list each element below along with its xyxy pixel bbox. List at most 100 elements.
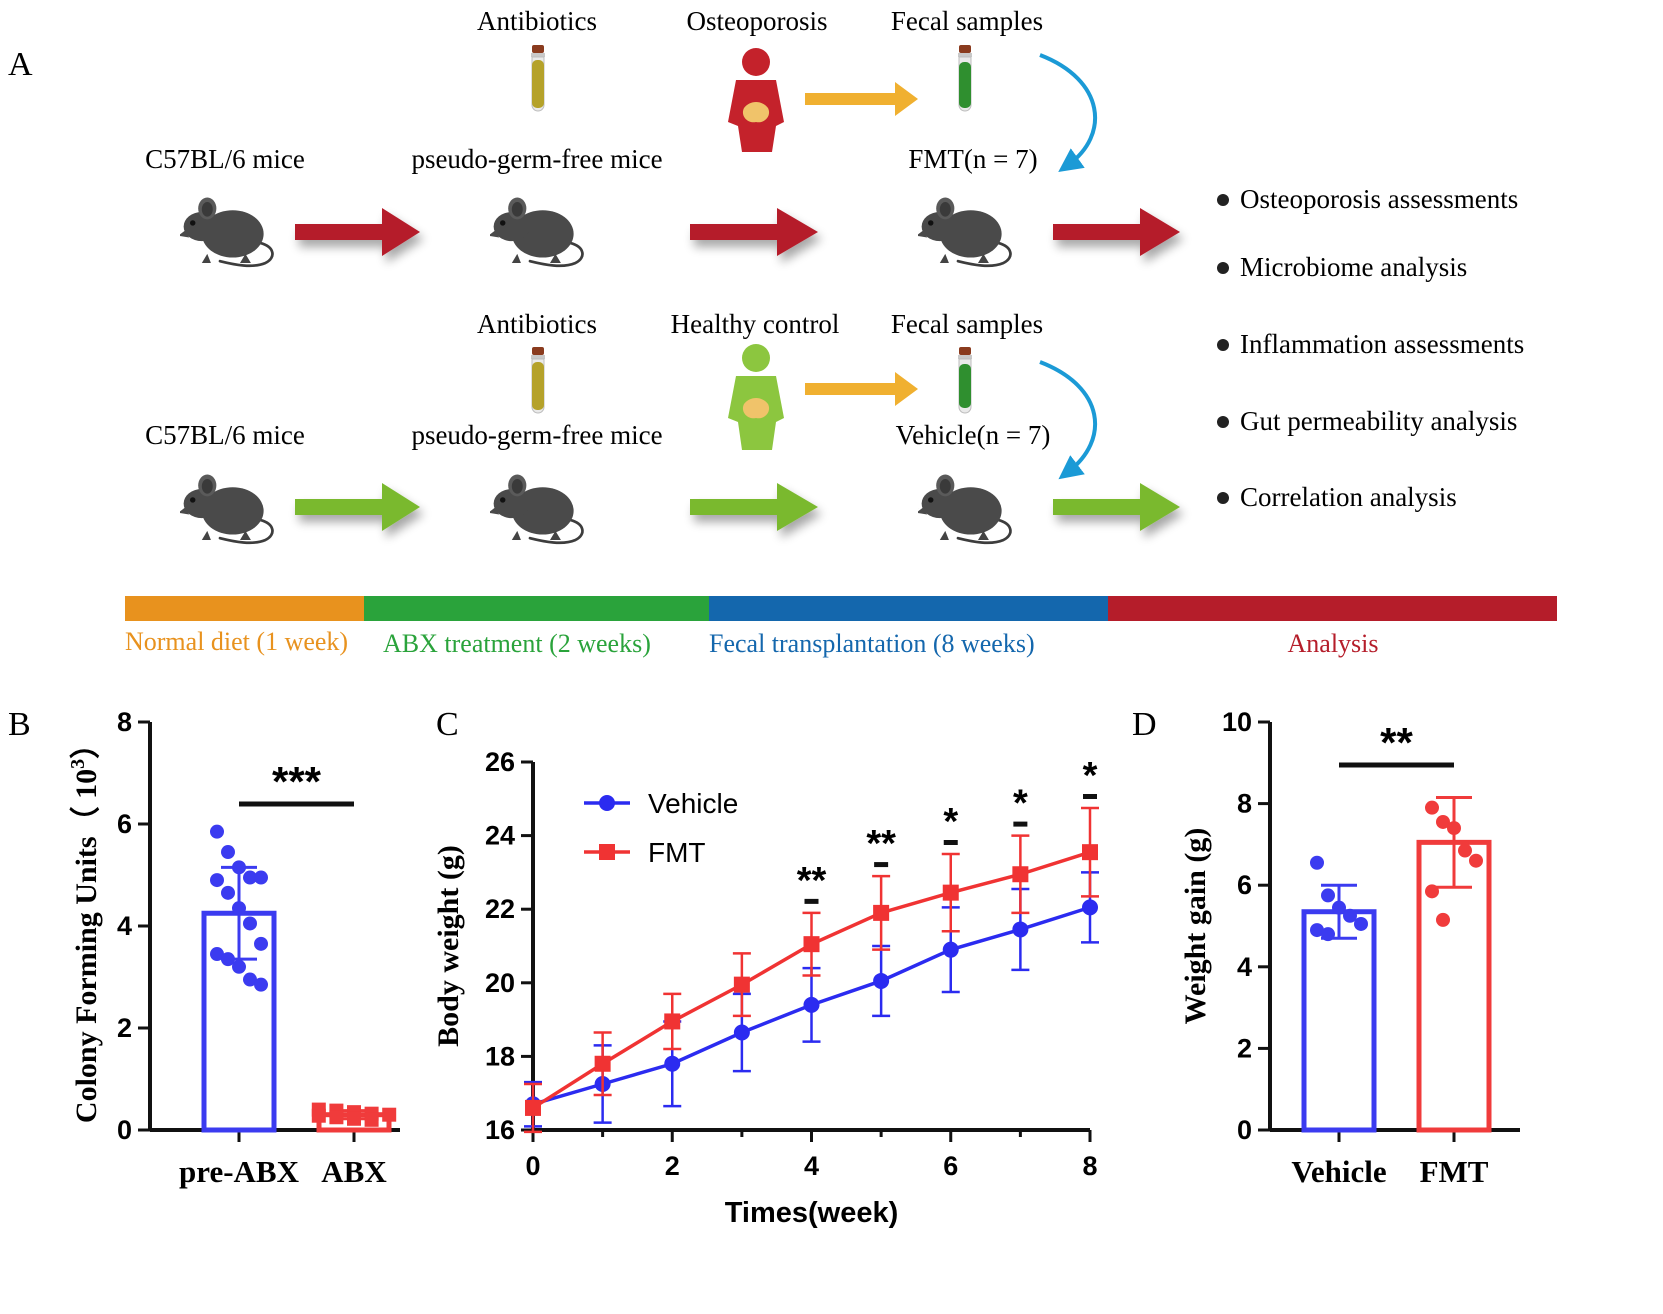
- y-tick-label: 2: [1237, 1033, 1252, 1063]
- bar: [1301, 909, 1377, 1133]
- bullet-icon: [1217, 262, 1229, 274]
- data-point: [873, 904, 890, 921]
- bullet-icon: [1217, 492, 1229, 504]
- top-antibiotics-label: Antibiotics: [477, 6, 597, 36]
- healthy-gut-icon: [742, 398, 770, 419]
- bottom-arrow-1: [295, 483, 420, 531]
- y-tick-label: 24: [485, 821, 515, 851]
- osteoporosis-body-icon: [728, 48, 784, 152]
- x-tick-label: Vehicle: [1291, 1154, 1386, 1189]
- data-point: [733, 976, 750, 993]
- data-point: [664, 1055, 681, 1072]
- timeline-label-abx: ABX treatment (2 weeks): [383, 629, 651, 658]
- significance-label: **: [866, 823, 896, 865]
- y-tick-label: 6: [117, 809, 132, 839]
- top-arrow-3: [1053, 208, 1180, 256]
- panel-d-chart: 0 2 4 6 8 10 Vehicle FMT ** Weight gain (g): [1179, 707, 1520, 1189]
- y-tick-label: 26: [485, 747, 515, 777]
- assessment-item: Correlation analysis: [1240, 482, 1457, 512]
- y-tick-label: 0: [1237, 1115, 1252, 1145]
- x-axis-title: Times(week): [725, 1197, 899, 1229]
- assessment-item: Gut permeability analysis: [1240, 406, 1517, 436]
- bullet-icon: [1217, 416, 1229, 428]
- legend-label: FMT: [648, 837, 706, 868]
- top-pgf-label: pseudo-germ-free mice: [411, 144, 662, 174]
- data-point: [1425, 884, 1439, 899]
- top-antibiotics-tube: [530, 44, 546, 112]
- fmt-group-label: FMT(n = 7): [908, 144, 1037, 174]
- bottom-antibiotics-label: Antibiotics: [477, 309, 597, 339]
- significance-dash: [943, 840, 958, 845]
- bullet-icon: [1217, 339, 1229, 351]
- data-point: [1436, 912, 1450, 927]
- healthy-body-head: [742, 344, 770, 372]
- top-fecal-samples-label: Fecal samples: [891, 6, 1043, 36]
- top-fecal-tube: [957, 44, 973, 112]
- y-axis-title-exponent: 3: [67, 759, 89, 769]
- bullet-icon: [1217, 194, 1229, 206]
- gut-icon: [742, 102, 770, 123]
- data-point: [221, 885, 235, 900]
- data-point: [1458, 843, 1472, 858]
- data-point: [1343, 908, 1357, 923]
- assessment-list: Osteoporosis assessments Microbiome anal…: [1217, 184, 1524, 512]
- bottom-pgf-label: pseudo-germ-free mice: [411, 420, 662, 450]
- assessment-item: Microbiome analysis: [1240, 252, 1467, 282]
- data-point: [1310, 855, 1324, 870]
- y-axis-title-close: ）: [69, 729, 103, 759]
- significance-dash: [1083, 794, 1097, 799]
- data-point: [347, 1111, 361, 1126]
- data-point: [525, 1099, 541, 1116]
- y-axis-title-text: Colony Forming Units（ 10: [69, 769, 103, 1123]
- data-point: [1436, 814, 1450, 829]
- bottom-c57-label: C57BL/6 mice: [145, 420, 305, 450]
- y-tick-label: 22: [485, 894, 515, 924]
- data-point: [1469, 853, 1483, 868]
- data-point: [254, 977, 268, 992]
- significance-dash: [804, 898, 819, 904]
- timeline-label-fmt: Fecal transplantation (8 weeks): [709, 629, 1035, 658]
- data-point: [210, 947, 224, 962]
- data-point: [803, 996, 820, 1013]
- data-point: [232, 959, 246, 974]
- data-point: [232, 860, 246, 875]
- data-point: [1354, 916, 1368, 931]
- bottom-arrow-2: [690, 483, 818, 531]
- x-tick-label: 0: [525, 1151, 540, 1181]
- data-point: [664, 1013, 681, 1030]
- data-point: [594, 1055, 611, 1072]
- panel-a: A Antibiotics Osteoporosis Fecal samples…: [8, 6, 1557, 658]
- y-tick-label: 20: [485, 968, 515, 998]
- data-point: [1310, 923, 1324, 938]
- y-tick-label: 10: [1222, 707, 1252, 737]
- top-c57-label: C57BL/6 mice: [145, 144, 305, 174]
- data-point: [210, 824, 224, 839]
- bottom-orange-arrow: [805, 372, 918, 406]
- y-tick-label: 4: [117, 911, 132, 941]
- panel-a-letter: A: [8, 46, 33, 83]
- data-point: [1447, 821, 1461, 836]
- data-point: [1012, 866, 1029, 883]
- significance-label: **: [1380, 719, 1413, 766]
- data-point: [803, 936, 820, 953]
- significance-label: *: [1013, 783, 1028, 825]
- y-axis-title-text: Weight gain (g): [1179, 828, 1212, 1025]
- data-point: [364, 1112, 379, 1127]
- x-tick-label: pre-ABX: [179, 1154, 300, 1189]
- y-tick-label: 16: [485, 1115, 515, 1145]
- x-tick-label: 6: [943, 1151, 958, 1181]
- data-point: [1321, 927, 1335, 942]
- y-tick-label: 8: [117, 707, 132, 737]
- data-point: [1012, 921, 1029, 938]
- panel-b-chart: 0 2 4 6 8 pre-ABX ABX *** Colony Forming Units（ …: [67, 707, 400, 1189]
- bottom-mouse-2-icon: [490, 473, 584, 545]
- x-tick-label: 2: [665, 1151, 680, 1181]
- legend-label: Vehicle: [648, 788, 738, 819]
- body-head: [742, 48, 770, 76]
- healthy-body-icon: [728, 344, 784, 450]
- y-tick-label: 6: [1237, 870, 1252, 900]
- significance-label: *: [943, 801, 958, 843]
- top-osteoporosis-label: Osteoporosis: [687, 6, 828, 36]
